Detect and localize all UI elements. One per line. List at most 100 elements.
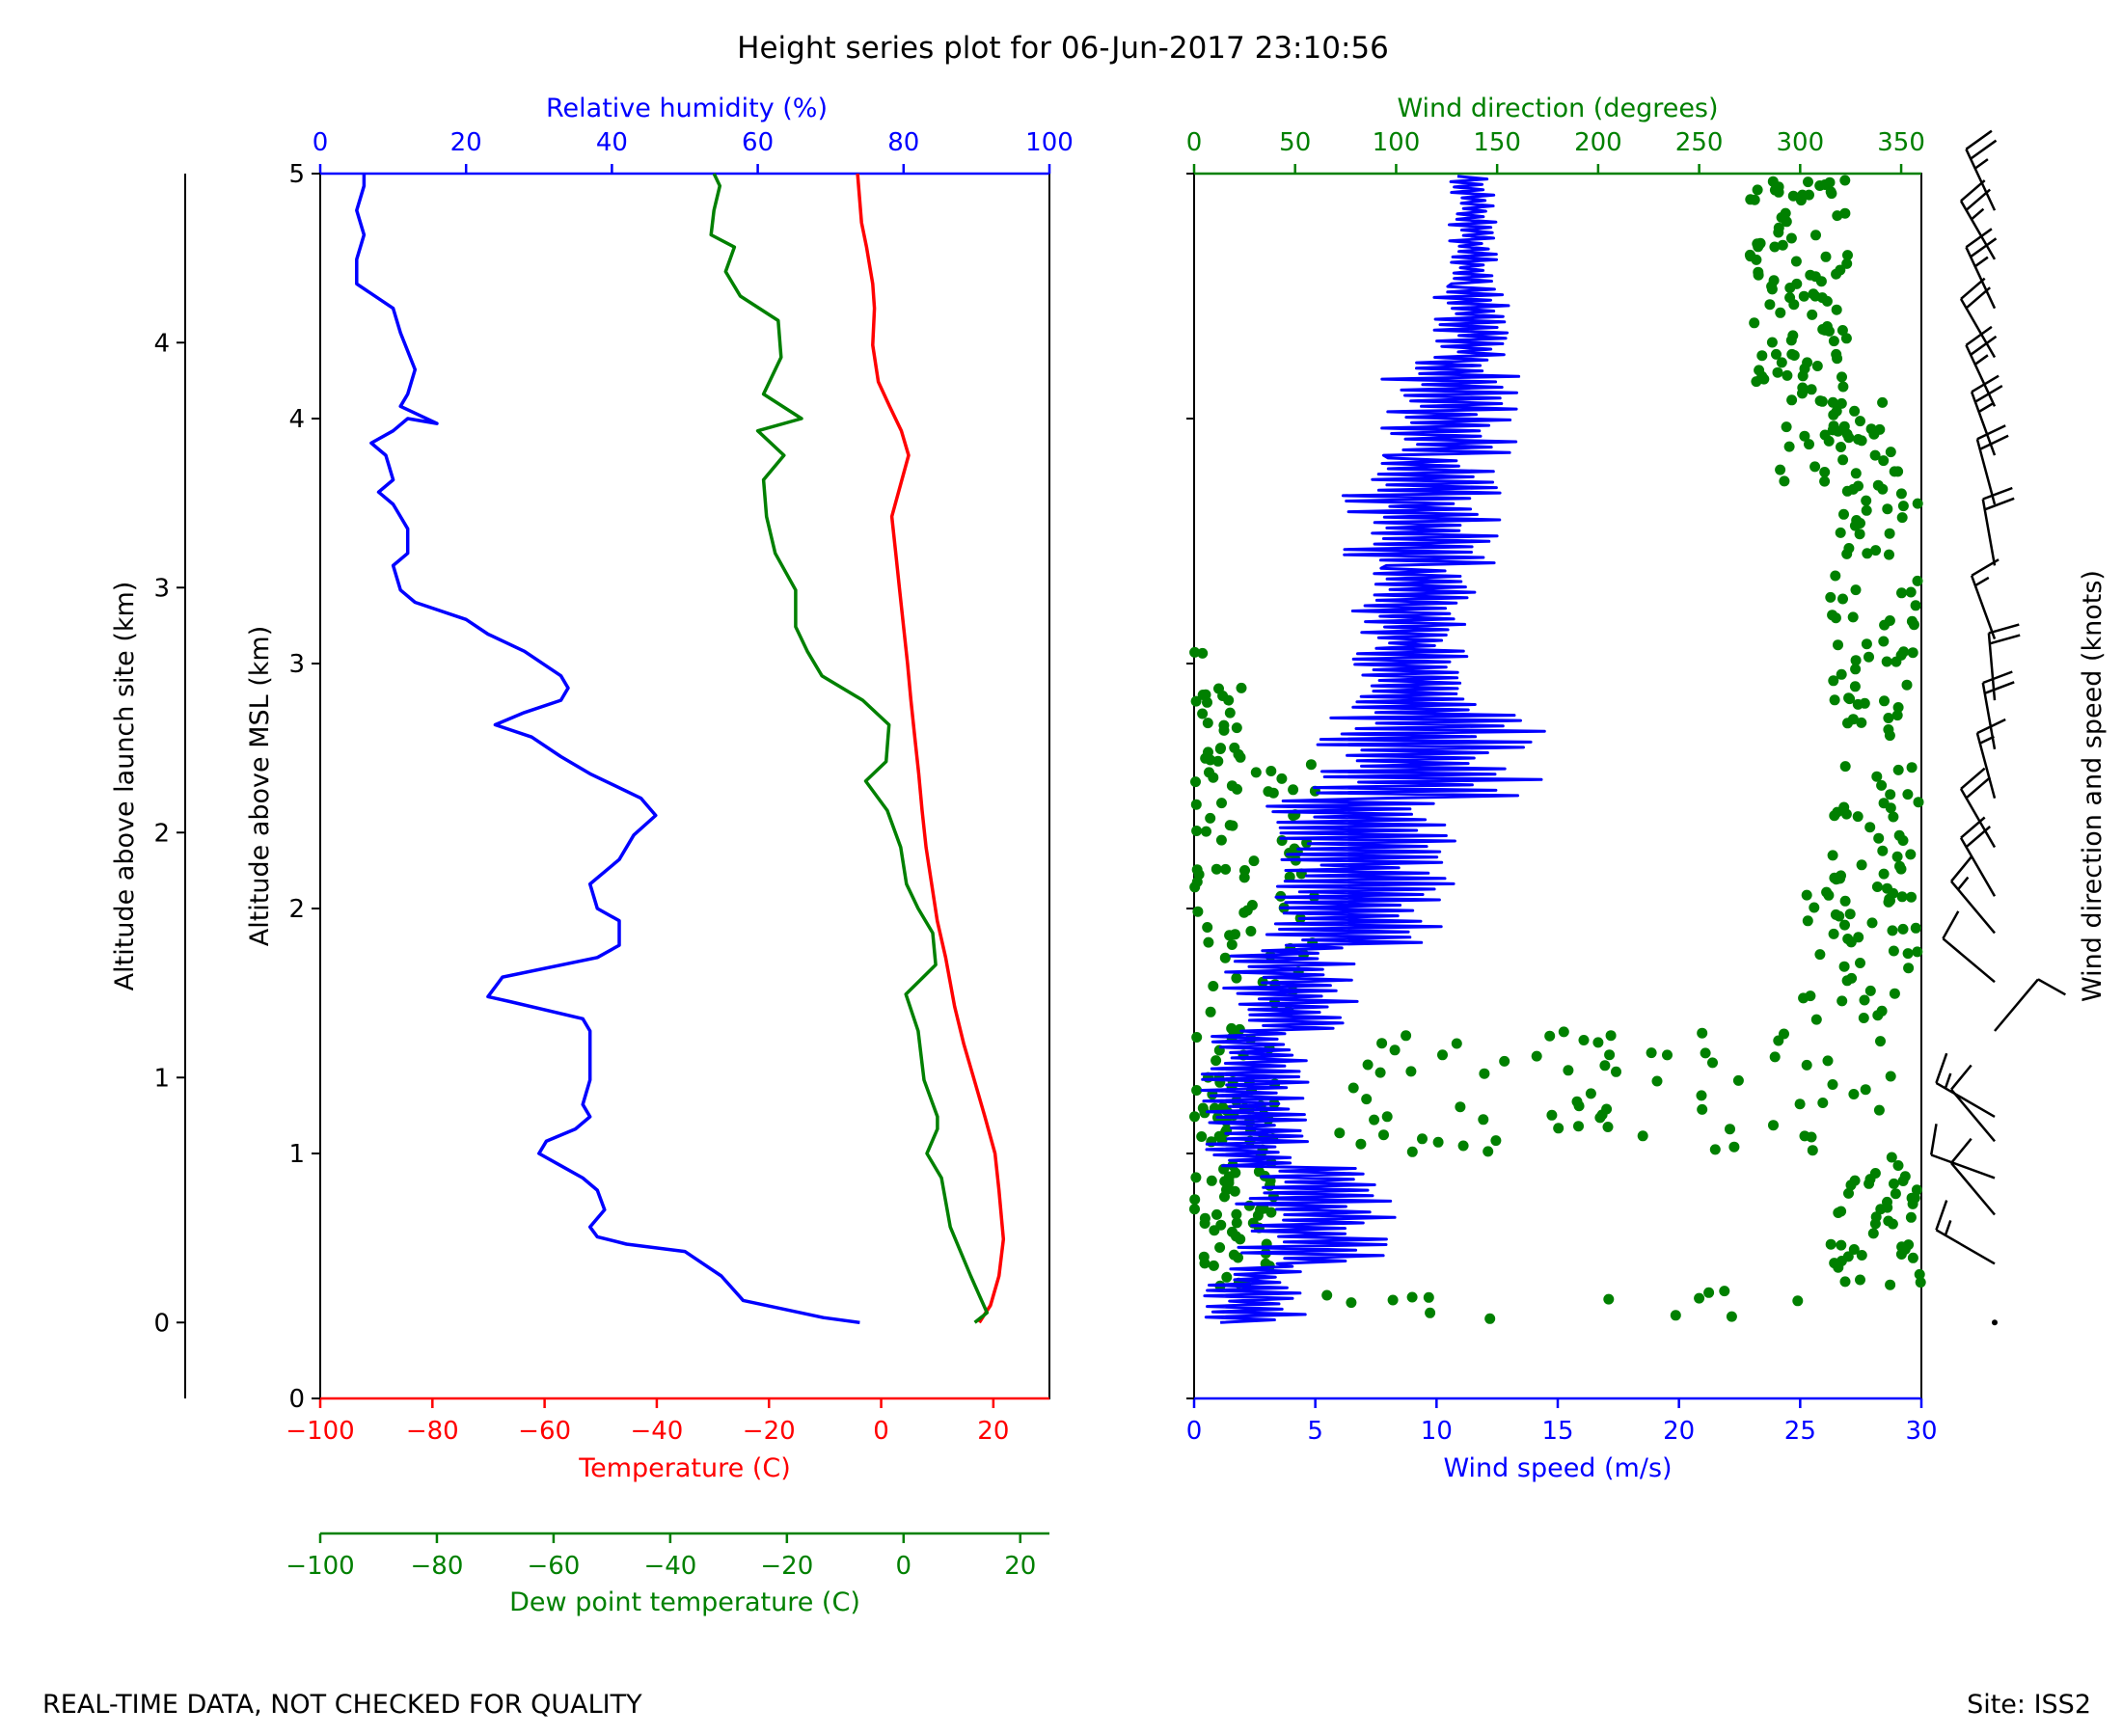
wind-direction-point [1902, 948, 1914, 960]
wind-direction-point [1405, 1066, 1417, 1077]
wind-direction-point [1890, 1188, 1901, 1200]
wind-direction-point [1243, 1200, 1255, 1211]
wind-direction-point [1838, 961, 1850, 972]
wind-direction-point [1585, 1088, 1596, 1099]
wind-direction-point [1573, 1100, 1585, 1112]
dewpoint-tick-label: 0 [896, 1552, 912, 1581]
wind-direction-point [1206, 1175, 1217, 1186]
wind-direction-point [1821, 886, 1833, 898]
wind-direction-point [1905, 586, 1917, 598]
barb-staff [1959, 788, 1997, 849]
wind-direction-point [1361, 1094, 1373, 1105]
barb-feather [1979, 434, 2009, 451]
wind-direction-point [1842, 250, 1853, 261]
wind-direction-point [1786, 394, 1798, 406]
wind-barb [1950, 855, 1996, 935]
wind-direction-point [1884, 549, 1894, 560]
wind-direction-point [1910, 600, 1921, 611]
barb-staff [1975, 438, 1997, 505]
wind-direction-point [1855, 1274, 1865, 1286]
wind-direction-point [1843, 432, 1855, 444]
wind-direction-point [1785, 232, 1797, 244]
wind-direction-point [1843, 1187, 1854, 1199]
wind-direction-point [1894, 860, 1905, 872]
wind-direction-point [1236, 682, 1247, 693]
wind-direction-point [1905, 1211, 1917, 1223]
wind-direction-point [1781, 421, 1792, 433]
temperature-axis-label: Temperature (C) [578, 1453, 791, 1483]
thermo-ticks: 0 20 40 60 80 100−100 −80 −60 −40 −20 0 20−100 −80 −6… [153, 128, 1073, 1581]
wind-direction-point [1211, 863, 1222, 875]
wind-direction-point [1806, 384, 1817, 395]
wind-direction-point [1897, 923, 1909, 935]
wind-direction-point [1847, 611, 1859, 623]
barb-staff [1987, 633, 1997, 701]
wind-direction-point [1872, 1010, 1884, 1021]
wind-direction-point [1848, 1244, 1860, 1255]
wind-direction-point [1885, 789, 1896, 800]
msl-tick-label: 3 [288, 650, 305, 679]
wind-direction-point [1827, 396, 1838, 408]
wind-direction-point [1832, 806, 1843, 818]
barb-feather [1970, 335, 1998, 356]
wind-direction-point [1756, 350, 1768, 362]
barb-half-feather [1973, 158, 1989, 170]
wind-direction-point [1791, 278, 1803, 289]
wind-direction-point [1191, 1032, 1203, 1043]
wind-direction-point [1696, 1090, 1707, 1101]
wind-direction-point [1190, 799, 1202, 810]
wind-direction-point [1889, 988, 1900, 999]
wind-direction-point [1870, 545, 1882, 556]
wind-direction-point [1840, 808, 1852, 820]
wind-direction-point [1850, 584, 1862, 596]
wind-direction-point [1457, 1140, 1469, 1152]
wind-direction-point [1841, 485, 1853, 497]
humidity-axis-label: Relative humidity (%) [546, 94, 828, 123]
wind-direction-point [1215, 834, 1227, 846]
temperature-tick-label: −60 [518, 1417, 571, 1446]
wind-direction-point [1707, 1057, 1718, 1069]
wind-direction-point [1906, 762, 1918, 773]
wind-direction-point [1849, 405, 1861, 417]
wind-direction-point [1563, 1065, 1574, 1076]
wind-direction-point [1224, 820, 1236, 831]
wind-direction-tick-label: 50 [1279, 128, 1311, 157]
wind-direction-point [1877, 845, 1889, 856]
barb-feather [1970, 139, 1998, 160]
wind-direction-point [1883, 896, 1894, 908]
wind-direction-point [1776, 357, 1787, 368]
wind-speed-tick-label: 0 [1186, 1417, 1203, 1446]
wind-direction-point [1836, 371, 1847, 383]
wind-direction-point [1838, 508, 1849, 520]
wind-direction-point [1265, 766, 1277, 776]
barb-feather [1965, 826, 1992, 849]
wind-direction-point [1819, 475, 1831, 487]
temperature-tick-label: −40 [630, 1417, 683, 1446]
temperature-line [856, 173, 1006, 1324]
wind-direction-point [1603, 1293, 1615, 1305]
temperature-tick-label: −20 [743, 1417, 796, 1446]
wind-direction-point [1775, 307, 1786, 318]
wind-direction-point [1856, 435, 1867, 447]
barb-staff [1950, 1088, 1996, 1143]
barb-half-feather [1971, 207, 1985, 221]
wind-direction-point [1189, 1111, 1200, 1123]
wind-direction-point [1197, 708, 1209, 719]
barb-staff [1959, 298, 1997, 359]
wind-direction-point [1912, 575, 1923, 586]
wind-direction-point [1250, 767, 1262, 778]
wind-direction-point [1828, 928, 1839, 939]
launch-altitude-axis-label: Altitude above launch site (km) [110, 582, 140, 991]
wind-direction-point [1276, 773, 1288, 784]
launch-tick-label: 3 [153, 574, 170, 603]
wind-direction-point [1907, 1252, 1918, 1263]
wind-speed-tick-label: 10 [1421, 1417, 1453, 1446]
barb-feather [1965, 776, 1992, 800]
wind-direction-point [1893, 829, 1905, 841]
wind-direction-point [1265, 1180, 1275, 1191]
wind-direction-point [1732, 1074, 1744, 1086]
wind-direction-point [1381, 1111, 1393, 1123]
wind-direction-axis-label: Wind direction (degrees) [1397, 94, 1718, 123]
wind-direction-point [1831, 304, 1842, 315]
wind-direction-points [1189, 175, 1926, 1324]
